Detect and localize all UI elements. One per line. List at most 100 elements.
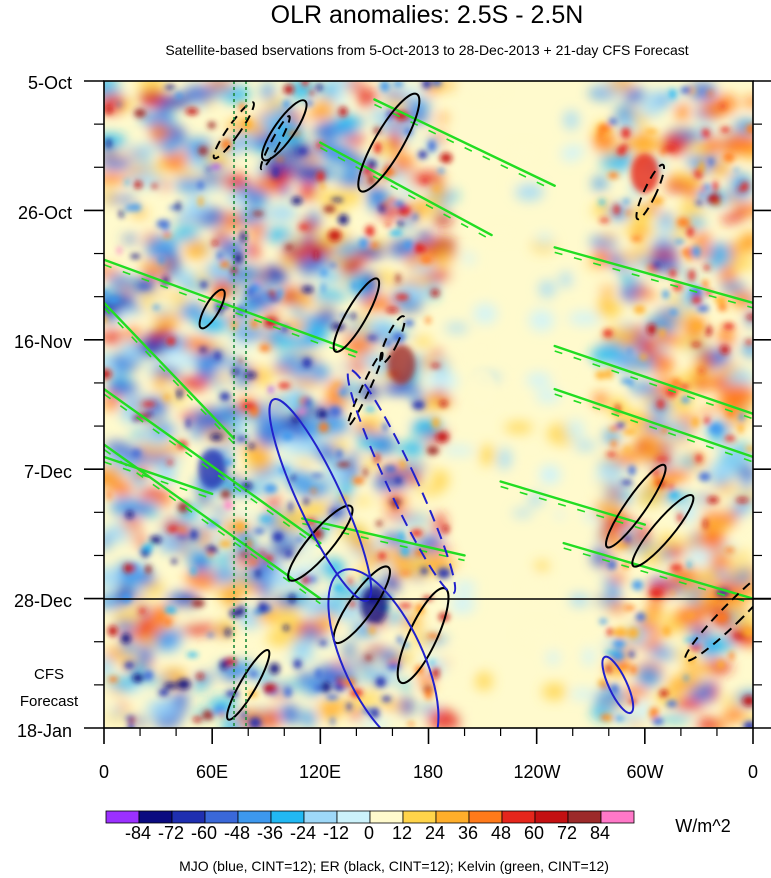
heat-cell — [143, 670, 154, 681]
heat-cell — [349, 600, 355, 608]
heat-cell — [338, 386, 347, 397]
heat-cell — [139, 259, 174, 271]
heat-cell — [720, 103, 726, 109]
heat-cell — [427, 709, 462, 728]
heat-cell — [605, 663, 612, 674]
heat-cell — [745, 446, 753, 452]
heat-cell — [475, 671, 493, 691]
heat-cell — [333, 584, 345, 592]
heat-cell — [124, 661, 135, 669]
heat-cell — [133, 717, 147, 725]
kelvin-streak-dash-5 — [374, 103, 556, 192]
heat-cell — [599, 154, 633, 170]
heat-cell — [534, 560, 550, 572]
heat-cell — [367, 159, 377, 170]
heat-cell — [399, 85, 427, 95]
heat-cell — [137, 336, 167, 357]
heat-cell — [298, 224, 309, 230]
heat-cell — [205, 545, 219, 554]
heat-cell — [138, 284, 152, 289]
heat-cell — [425, 371, 459, 392]
heat-cell — [451, 253, 466, 270]
heat-cell — [652, 717, 664, 726]
y-tick-label-0: 5-Oct — [28, 73, 72, 93]
kelvin-streak-7 — [553, 246, 753, 305]
heat-cell — [214, 382, 226, 391]
heat-cell — [609, 426, 619, 432]
mjo-contours — [268, 368, 635, 728]
heat-cell — [365, 407, 376, 412]
heat-cell — [413, 336, 432, 347]
heat-cell — [202, 709, 214, 721]
heat-cell — [512, 509, 533, 517]
kelvin-streak-5 — [373, 98, 556, 187]
heat-cell — [613, 627, 628, 639]
heat-cell — [122, 235, 139, 243]
heat-cell — [607, 171, 619, 179]
heat-cell — [697, 305, 710, 312]
heat-cell — [542, 683, 567, 701]
plot-area — [84, 80, 771, 744]
heat-cell — [328, 263, 337, 268]
heat-cell — [568, 311, 601, 326]
heat-cell — [654, 220, 679, 234]
heat-cell — [745, 339, 753, 345]
colorbar-tick-4: -36 — [257, 823, 283, 843]
heat-cell — [154, 629, 177, 651]
er-contour-7 — [287, 504, 354, 582]
heat-cell — [357, 87, 377, 107]
heat-cell — [599, 233, 617, 241]
heat-cell — [670, 564, 683, 572]
heat-cell — [138, 608, 146, 615]
heat-cell — [514, 183, 544, 201]
heat-cell — [302, 286, 314, 293]
heat-cell — [130, 254, 141, 259]
heat-cell — [743, 721, 753, 728]
heat-cell — [373, 141, 382, 154]
heat-cell — [382, 422, 388, 433]
heat-cell — [628, 650, 635, 658]
heat-cell — [336, 677, 343, 684]
heat-cell — [104, 290, 110, 297]
heat-cell — [706, 462, 739, 480]
heat-cell — [282, 290, 297, 305]
heat-cell — [670, 289, 683, 312]
y-tick-label-1: 26-Oct — [18, 203, 72, 223]
heat-cell — [173, 170, 202, 178]
heat-cell — [275, 157, 284, 162]
heat-cell — [312, 443, 339, 461]
heat-cell — [123, 526, 136, 536]
heat-cell — [697, 605, 729, 613]
heat-cell — [263, 683, 277, 693]
heat-cell — [528, 492, 543, 507]
heat-cell — [598, 199, 606, 206]
anomaly-blob-1 — [387, 344, 416, 385]
heat-cell — [726, 410, 736, 417]
heat-cell — [281, 248, 314, 261]
heat-cell — [161, 150, 190, 172]
heat-cell — [666, 700, 678, 708]
anomaly-blob-4 — [198, 449, 227, 490]
heat-cell — [297, 672, 312, 684]
heat-cell — [602, 329, 614, 338]
heat-cell — [596, 299, 623, 319]
heat-cell — [597, 678, 608, 688]
heat-cell — [318, 699, 352, 712]
heat-cell — [214, 351, 221, 361]
heat-cell — [568, 145, 586, 155]
heat-cell — [192, 716, 203, 723]
heat-cell — [449, 595, 476, 614]
heat-cell — [176, 388, 183, 399]
heat-cell — [117, 246, 122, 255]
heat-cell — [677, 507, 699, 523]
heat-cell — [388, 132, 403, 152]
heat-cell — [473, 303, 497, 324]
heat-cell — [346, 702, 352, 711]
heat-cell — [213, 704, 227, 716]
heat-cell — [392, 81, 404, 88]
heat-cell — [670, 378, 681, 387]
heat-cell — [338, 214, 349, 225]
heat-cell — [598, 284, 616, 295]
heat-cell — [627, 347, 632, 355]
heat-cell — [671, 172, 701, 181]
